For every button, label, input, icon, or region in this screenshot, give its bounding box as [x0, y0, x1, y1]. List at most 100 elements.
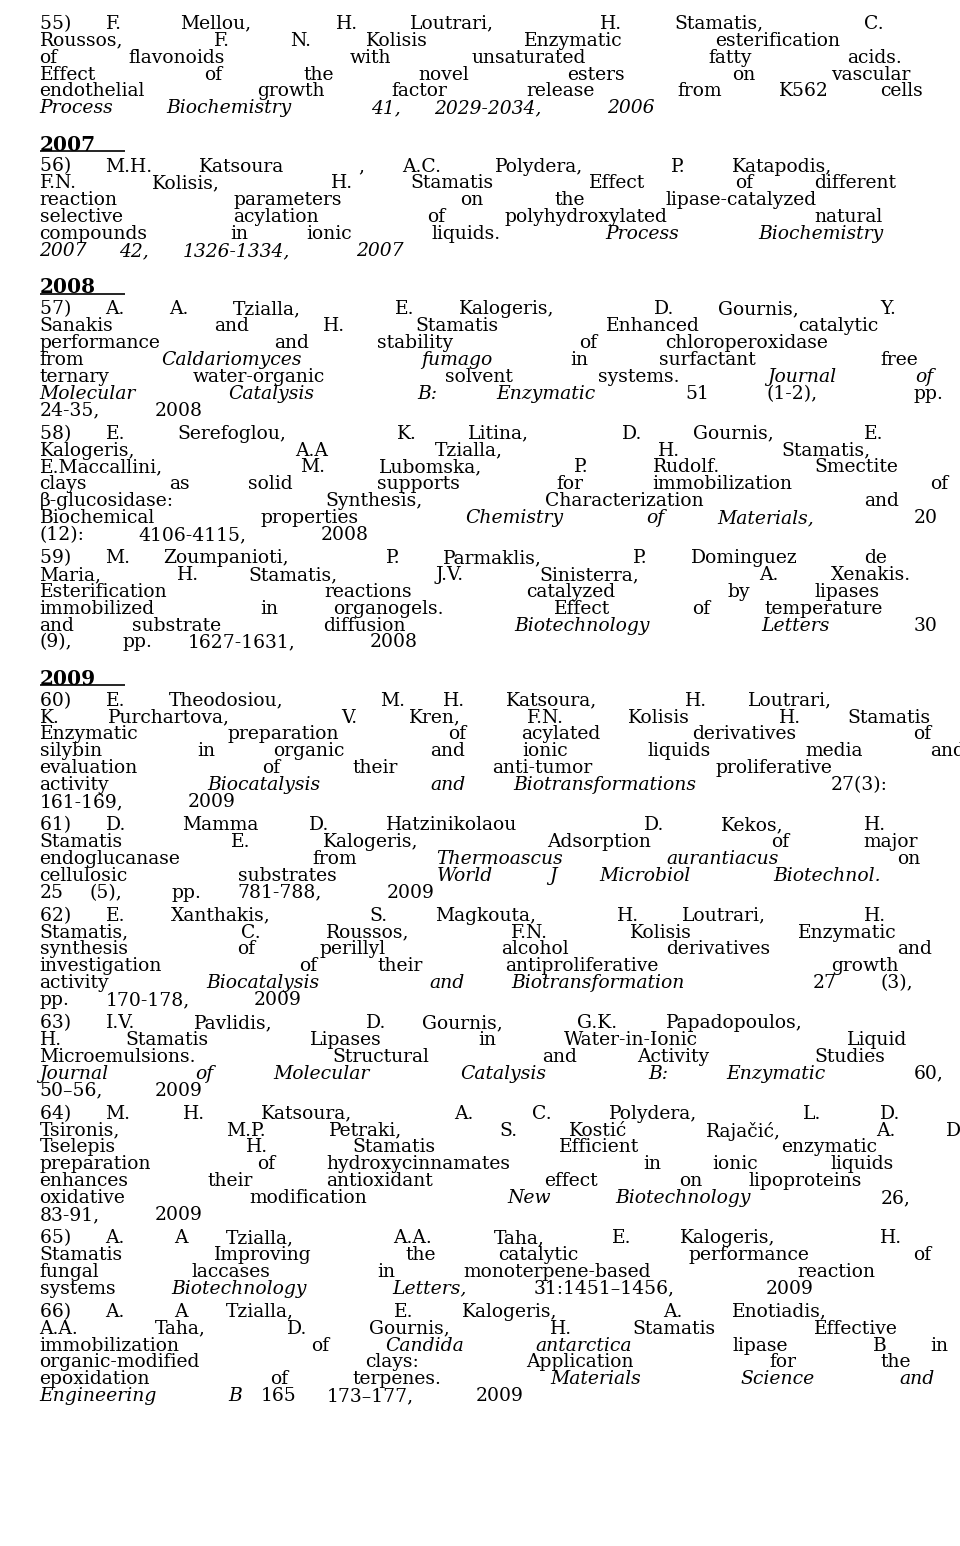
- Text: by: by: [728, 583, 751, 601]
- Text: Gournis,: Gournis,: [693, 425, 774, 442]
- Text: silybin: silybin: [39, 742, 102, 761]
- Text: Application: Application: [526, 1353, 634, 1371]
- Text: catalyzed: catalyzed: [526, 583, 615, 601]
- Text: Gournis,: Gournis,: [718, 300, 799, 318]
- Text: 26,: 26,: [880, 1189, 910, 1207]
- Text: 165: 165: [261, 1387, 297, 1405]
- Text: Biochemistry: Biochemistry: [166, 99, 291, 117]
- Text: different: different: [814, 175, 897, 192]
- Text: growth: growth: [256, 82, 324, 100]
- Text: Thermoascus: Thermoascus: [436, 850, 563, 867]
- Text: Biotechnology: Biotechnology: [515, 617, 650, 634]
- Text: Stamatis: Stamatis: [848, 708, 930, 727]
- Text: factor: factor: [392, 82, 447, 100]
- Text: A: A: [174, 1229, 187, 1248]
- Text: immobilized: immobilized: [39, 600, 155, 618]
- Text: P.: P.: [633, 549, 648, 567]
- Text: E.Maccallini,: E.Maccallini,: [39, 459, 162, 476]
- Text: Petraki,: Petraki,: [329, 1121, 402, 1139]
- Text: H.: H.: [779, 708, 802, 727]
- Text: as: as: [169, 475, 189, 493]
- Text: H.: H.: [331, 175, 353, 192]
- Text: Journal: Journal: [39, 1065, 108, 1082]
- Text: polyhydroxylated: polyhydroxylated: [505, 209, 668, 226]
- Text: effect: effect: [544, 1172, 597, 1190]
- Text: on: on: [679, 1172, 703, 1190]
- Text: H.: H.: [864, 816, 886, 833]
- Text: Loutrari,: Loutrari,: [683, 906, 766, 925]
- Text: Kalogeris,: Kalogeris,: [463, 1303, 558, 1320]
- Text: Candida: Candida: [385, 1337, 464, 1354]
- Text: P.: P.: [671, 158, 686, 176]
- Text: of: of: [427, 209, 445, 226]
- Text: Katsoura,: Katsoura,: [261, 1105, 352, 1122]
- Text: of: of: [692, 600, 710, 618]
- Text: A.A: A.A: [295, 442, 328, 459]
- Text: of: of: [39, 48, 58, 66]
- Text: M.: M.: [300, 459, 325, 476]
- Text: and: and: [275, 334, 309, 352]
- Text: J: J: [549, 867, 557, 884]
- Text: 173–177,: 173–177,: [326, 1387, 414, 1405]
- Text: 31:1451–1456,: 31:1451–1456,: [534, 1280, 675, 1297]
- Text: Catalysis: Catalysis: [228, 385, 315, 402]
- Text: pp.: pp.: [122, 634, 152, 651]
- Text: Caldariomyces: Caldariomyces: [161, 351, 301, 369]
- Text: selective: selective: [39, 209, 123, 226]
- Text: B: B: [228, 1387, 242, 1405]
- Text: cells: cells: [880, 82, 923, 100]
- Text: synthesis: synthesis: [39, 940, 128, 959]
- Text: Enzymatic: Enzymatic: [798, 923, 897, 942]
- Text: and: and: [39, 617, 74, 634]
- Text: Zoumpanioti,: Zoumpanioti,: [163, 549, 289, 567]
- Text: systems.: systems.: [598, 368, 680, 386]
- Text: their: their: [207, 1172, 253, 1190]
- Text: H.: H.: [336, 15, 358, 32]
- Text: H.: H.: [323, 317, 345, 335]
- Text: A.: A.: [106, 1303, 125, 1320]
- Text: of: of: [204, 65, 223, 83]
- Text: activity: activity: [39, 776, 109, 795]
- Text: Magkouta,: Magkouta,: [435, 906, 536, 925]
- Text: in: in: [260, 600, 278, 618]
- Text: 51: 51: [685, 385, 709, 402]
- Text: from: from: [39, 351, 84, 369]
- Text: A.: A.: [106, 300, 125, 318]
- Text: organic: organic: [273, 742, 344, 761]
- Text: 55): 55): [39, 15, 77, 32]
- Text: 27: 27: [812, 974, 836, 993]
- Text: F.N.: F.N.: [39, 175, 77, 192]
- Text: Stamatis: Stamatis: [410, 175, 493, 192]
- Text: A.A.: A.A.: [39, 1320, 79, 1337]
- Text: Kostić: Kostić: [569, 1121, 628, 1139]
- Text: Process: Process: [606, 226, 680, 243]
- Text: E.: E.: [106, 906, 125, 925]
- Text: of: of: [734, 175, 753, 192]
- Text: 2007: 2007: [39, 135, 96, 155]
- Text: Katsoura: Katsoura: [199, 158, 284, 176]
- Text: Adsorption: Adsorption: [547, 833, 651, 850]
- Text: Mellou,: Mellou,: [180, 15, 251, 32]
- Text: flavonoids: flavonoids: [129, 48, 225, 66]
- Text: Y.: Y.: [880, 300, 896, 318]
- Text: E.: E.: [106, 691, 125, 710]
- Text: Biocatalysis: Biocatalysis: [207, 776, 320, 795]
- Text: surfactant: surfactant: [660, 351, 756, 369]
- Text: (9),: (9),: [39, 634, 72, 651]
- Text: 781-788,: 781-788,: [238, 884, 322, 901]
- Text: Chemistry: Chemistry: [466, 509, 564, 527]
- Text: Biochemical: Biochemical: [39, 509, 155, 527]
- Text: Lubomska,: Lubomska,: [379, 459, 482, 476]
- Text: release: release: [526, 82, 594, 100]
- Text: growth: growth: [830, 957, 899, 976]
- Text: fumago: fumago: [420, 351, 492, 369]
- Text: media: media: [805, 742, 862, 761]
- Text: their: their: [352, 759, 398, 778]
- Text: 64): 64): [39, 1105, 77, 1122]
- Text: Stamatis,: Stamatis,: [249, 566, 337, 584]
- Text: liquids.: liquids.: [431, 226, 500, 243]
- Text: 2009: 2009: [386, 884, 434, 901]
- Text: Process: Process: [39, 99, 113, 117]
- Text: K.: K.: [39, 708, 60, 727]
- Text: H.: H.: [246, 1138, 268, 1156]
